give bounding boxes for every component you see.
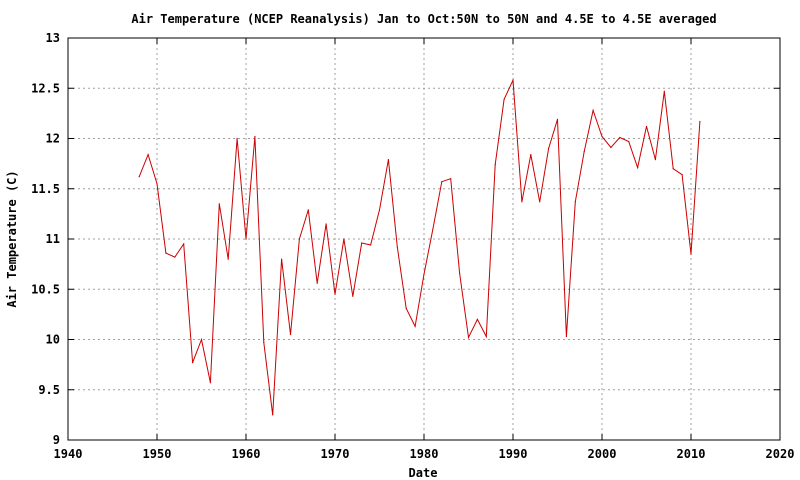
grid-lines	[68, 38, 780, 440]
data-point	[467, 336, 470, 339]
data-point	[432, 228, 434, 230]
data-point	[654, 159, 657, 161]
chart-title: Air Temperature (NCEP Reanalysis) Jan to…	[131, 12, 716, 26]
data-point	[503, 98, 505, 100]
y-tick-label: 12	[46, 132, 60, 146]
data-point	[583, 150, 585, 153]
y-tick-label: 12.5	[31, 81, 60, 95]
data-point	[574, 201, 576, 203]
y-axis-label: Air Temperature (C)	[5, 170, 19, 307]
data-point	[530, 153, 532, 156]
data-point	[192, 362, 194, 364]
data-point	[245, 238, 247, 240]
data-point	[628, 140, 630, 143]
data-point	[138, 176, 140, 178]
data-point	[325, 223, 327, 225]
data-point	[147, 153, 149, 156]
data-point	[521, 201, 523, 203]
y-tick-label: 10.5	[31, 282, 60, 296]
data-point	[200, 338, 203, 341]
x-tick-label: 1990	[499, 447, 528, 461]
data-point	[165, 252, 167, 254]
y-tick-label: 10	[46, 333, 60, 347]
x-tick-label: 2020	[766, 447, 795, 461]
data-point	[610, 146, 612, 149]
data-point	[209, 382, 211, 384]
data-point	[548, 147, 550, 150]
data-point	[156, 183, 158, 185]
data-point	[236, 137, 238, 140]
data-point	[307, 209, 309, 211]
data-point	[681, 174, 683, 176]
data-point	[405, 307, 407, 309]
data-point	[298, 238, 300, 240]
y-tick-label: 9.5	[38, 383, 60, 397]
y-tick-label: 11	[46, 232, 60, 246]
data-point	[370, 244, 372, 246]
plot-frame	[67, 37, 781, 441]
series-line	[138, 78, 701, 415]
data-point	[637, 167, 639, 169]
x-tick-label: 2000	[588, 447, 617, 461]
data-point	[254, 135, 256, 138]
data-point	[690, 253, 692, 255]
data-point	[476, 318, 478, 320]
data-point	[645, 125, 648, 128]
data-point	[272, 414, 274, 416]
y-tick-label: 9	[53, 433, 60, 447]
data-point	[485, 335, 487, 338]
data-point	[450, 178, 452, 180]
data-point	[343, 238, 345, 240]
data-point	[281, 258, 283, 260]
data-point	[352, 295, 354, 297]
data-point	[699, 120, 701, 123]
data-point	[459, 272, 461, 274]
data-point	[227, 258, 229, 260]
data-point	[672, 168, 674, 170]
x-tick-label: 2010	[677, 447, 706, 461]
data-point	[316, 282, 318, 284]
data-point	[565, 335, 568, 338]
data-point	[423, 273, 425, 275]
data-point	[663, 90, 665, 92]
x-tick-label: 1960	[232, 447, 261, 461]
data-point	[387, 159, 389, 161]
x-axis-label: Date	[409, 466, 438, 480]
data-point	[441, 181, 443, 183]
data-point	[378, 209, 381, 211]
y-tick-label: 13	[46, 31, 60, 45]
data-point	[183, 243, 185, 245]
x-tick-label: 1980	[410, 447, 439, 461]
data-point	[539, 201, 541, 203]
data-point	[414, 325, 416, 328]
data-point	[174, 256, 176, 258]
data-point	[592, 109, 594, 111]
data-point	[361, 242, 363, 244]
x-tick-label: 1940	[54, 447, 83, 461]
x-tick-label: 1950	[143, 447, 172, 461]
data-point	[619, 136, 621, 139]
data-point	[263, 341, 265, 344]
series-layer	[138, 78, 701, 416]
data-point	[289, 333, 292, 336]
data-point	[396, 246, 398, 248]
data-point	[601, 135, 603, 138]
axis-ticks: 9 9.5 10 10.5 11 11.5 12 12.5 13 1940 1950 1960 1970…	[31, 31, 794, 461]
data-point	[512, 79, 514, 81]
data-point	[334, 293, 336, 295]
x-tick-label: 1970	[321, 447, 350, 461]
data-point	[494, 164, 496, 166]
data-point	[556, 118, 559, 121]
y-tick-label: 11.5	[31, 182, 60, 196]
data-point	[218, 203, 220, 205]
